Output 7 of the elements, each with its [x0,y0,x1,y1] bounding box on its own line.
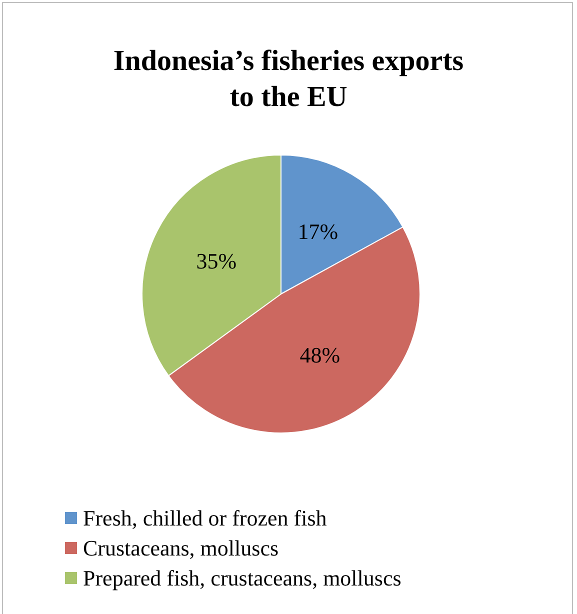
data-label: 48% [300,342,340,368]
data-label: 35% [196,248,237,274]
data-label: 17% [298,219,338,244]
chart-title: Indonesia’s fisheries exports to the EU [113,45,464,113]
legend-label: Fresh, chilled or frozen fish [83,506,327,530]
legend-label: Prepared fish, crustaceans, molluscs [83,566,402,590]
legend-label: Crustaceans, molluscs [83,536,279,560]
